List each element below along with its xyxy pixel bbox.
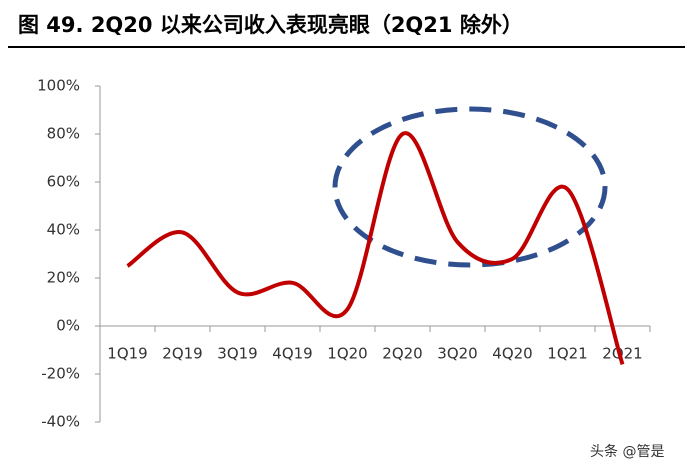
watermark: 头条 @管是 xyxy=(590,443,664,460)
x-tick-label: 3Q20 xyxy=(437,345,477,363)
x-tick-label: 3Q19 xyxy=(217,345,257,363)
x-tick-label: 4Q20 xyxy=(492,345,532,363)
chart-title: 图 49. 2Q20 以来公司收入表现亮眼（2Q21 除外） xyxy=(18,13,523,37)
y-tick-label: -40% xyxy=(41,413,80,431)
series-line xyxy=(126,131,625,365)
y-tick-label: 20% xyxy=(47,269,80,287)
x-tick-label: 2Q19 xyxy=(162,345,202,363)
y-tick-label: -20% xyxy=(41,365,80,383)
x-tick-label: 2Q21 xyxy=(602,345,642,363)
x-tick-label: 4Q19 xyxy=(272,345,312,363)
y-tick-label: 100% xyxy=(37,77,80,95)
x-tick-label: 1Q20 xyxy=(327,345,367,363)
x-tick-label: 1Q19 xyxy=(107,345,147,363)
highlight-ellipse xyxy=(332,106,608,268)
y-tick-label: 40% xyxy=(47,221,80,239)
x-tick-label: 1Q21 xyxy=(547,345,587,363)
y-tick-label: 80% xyxy=(47,125,80,143)
x-tick-label: 2Q20 xyxy=(382,345,422,363)
y-tick-label: 60% xyxy=(47,173,80,191)
y-tick-label: 0% xyxy=(56,317,80,335)
